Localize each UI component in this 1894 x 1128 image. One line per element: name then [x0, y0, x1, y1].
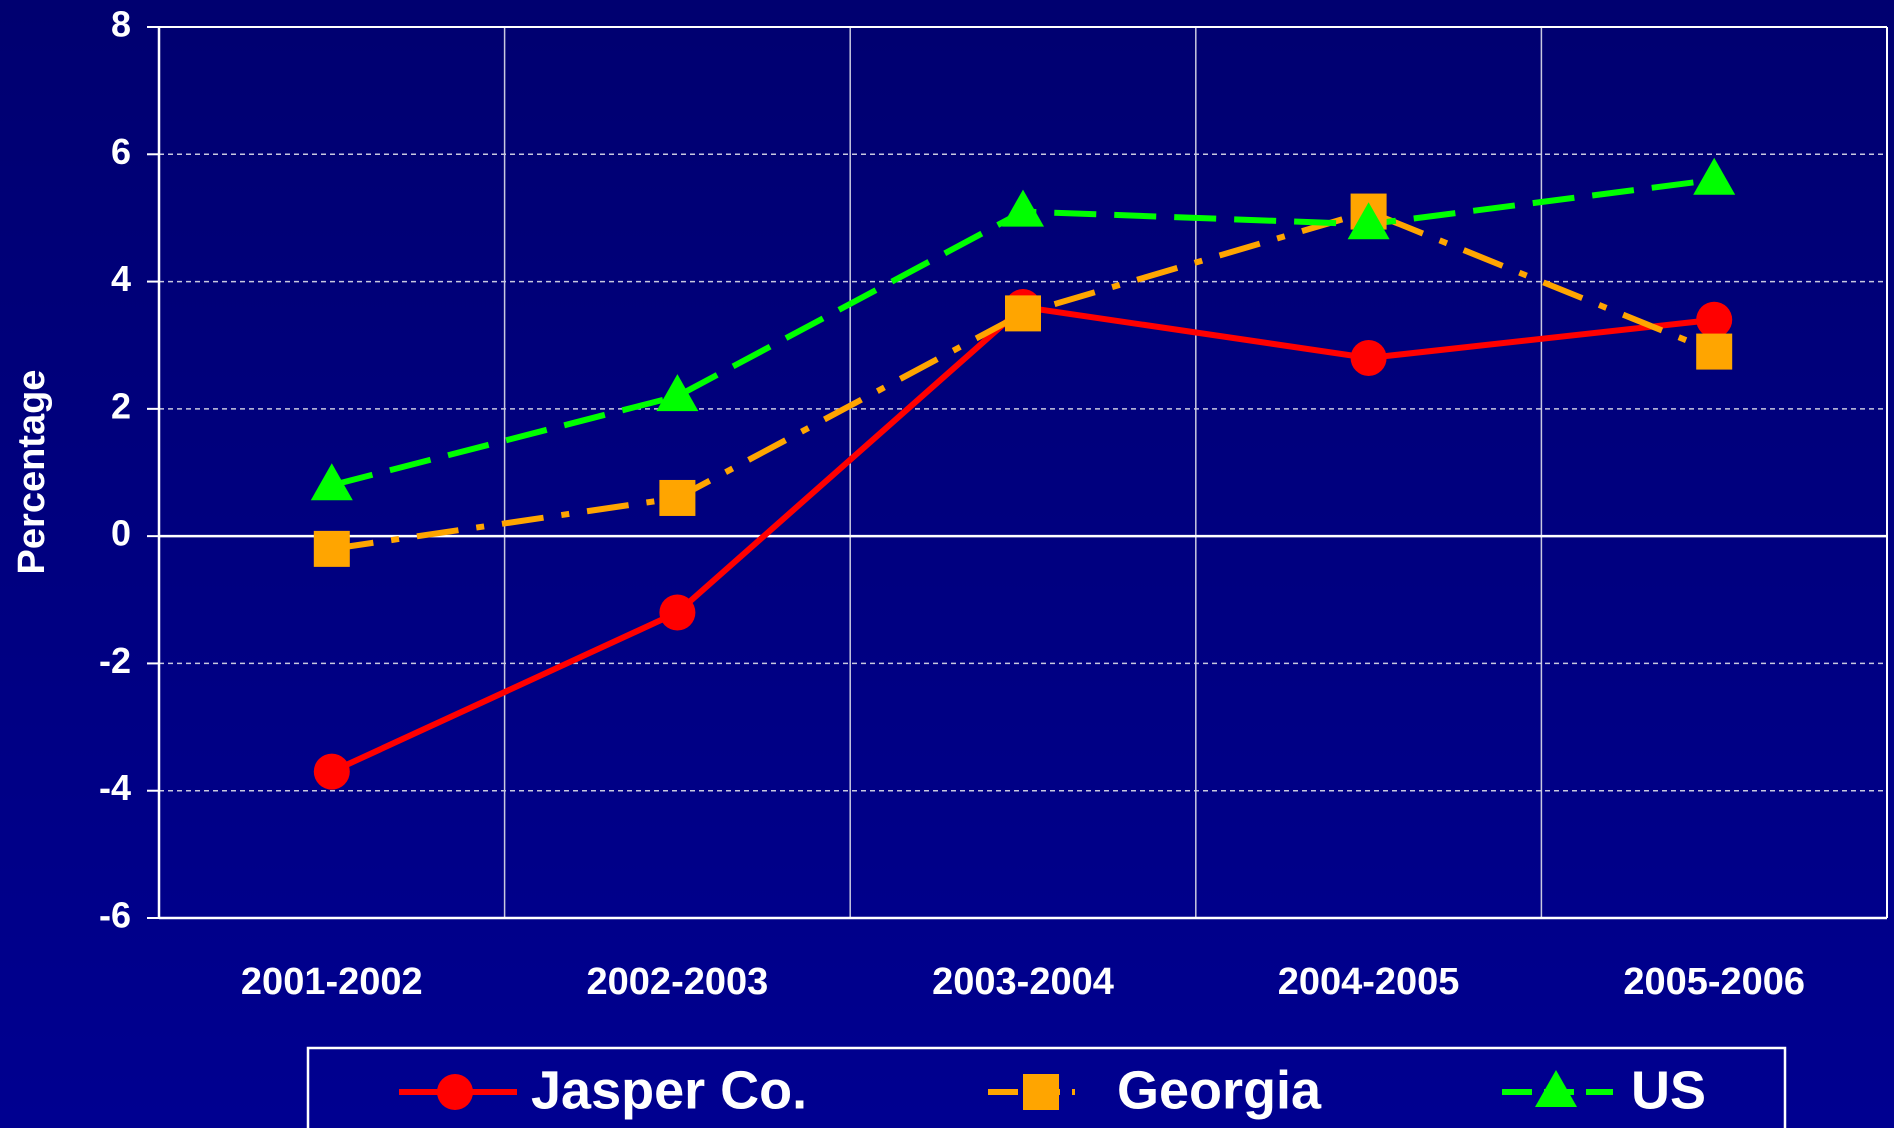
series-line	[331, 208, 1716, 552]
x-tick-label: 2004-2005	[1278, 961, 1460, 1003]
y-axis-label: Percentage	[11, 370, 53, 575]
marker-circle	[659, 594, 696, 631]
marker-triangle	[656, 374, 699, 412]
x-tick-label: 2005-2006	[1623, 961, 1805, 1003]
marker-square	[1005, 295, 1041, 332]
marker-triangle	[1347, 202, 1390, 240]
y-tick-label: 2	[111, 385, 131, 426]
marker-circle	[313, 753, 350, 790]
marker-square	[1696, 333, 1733, 370]
x-tick-label: 2003-2004	[932, 961, 1114, 1003]
y-tick-label: 8	[111, 4, 131, 45]
marker-square	[659, 479, 696, 516]
legend-label: Georgia	[1117, 1060, 1322, 1120]
marker-circle	[1696, 301, 1733, 338]
marker-circle	[437, 1074, 473, 1110]
y-tick-label: 6	[111, 131, 131, 172]
y-tick-label: -2	[99, 640, 131, 681]
y-tick-label: 4	[111, 258, 131, 299]
legend-label: Jasper Co.	[531, 1060, 807, 1120]
y-tick-label: 0	[111, 513, 131, 554]
legend-label: US	[1631, 1060, 1706, 1120]
y-tick-label: -4	[99, 767, 131, 808]
marker-circle	[1350, 339, 1387, 376]
marker-triangle	[310, 463, 353, 501]
marker-square	[1023, 1074, 1059, 1110]
x-tick-label: 2001-2002	[241, 961, 423, 1003]
legend-box	[306, 1046, 1787, 1128]
x-tick-label: 2002-2003	[587, 961, 769, 1003]
marker-square	[313, 530, 350, 567]
y-tick-label: -6	[99, 895, 131, 936]
marker-triangle	[1693, 157, 1736, 195]
marker-triangle	[1535, 1070, 1577, 1107]
marker-triangle	[1002, 189, 1044, 227]
